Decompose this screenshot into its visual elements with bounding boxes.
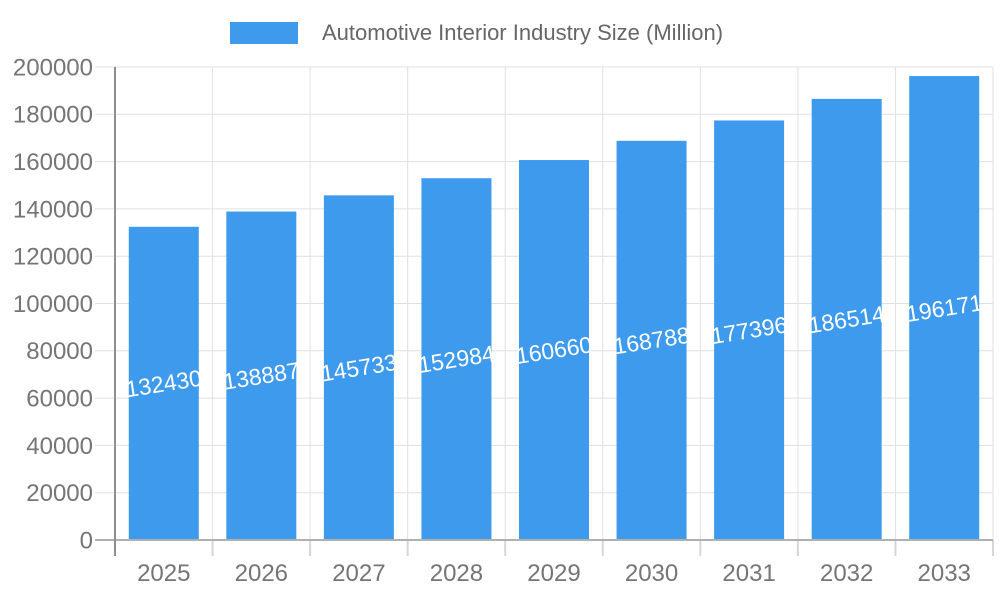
y-tick-label: 40000 [26, 433, 93, 460]
bar-2032[interactable] [811, 98, 882, 541]
bar-2031[interactable] [714, 120, 785, 540]
y-tick-label: 80000 [26, 338, 93, 365]
x-tick-label: 2027 [332, 560, 385, 587]
y-tick-label: 0 [80, 527, 93, 554]
y-tick-label: 120000 [13, 244, 93, 271]
y-tick-label: 200000 [13, 54, 93, 81]
legend: Automotive Interior Industry Size (Milli… [230, 20, 724, 45]
y-tick-label: 20000 [26, 480, 93, 507]
bar-2029[interactable] [519, 160, 589, 540]
x-tick-label: 2028 [430, 560, 483, 587]
bar-2030[interactable] [616, 140, 687, 540]
bar-2026[interactable] [226, 211, 297, 541]
y-tick-label: 140000 [13, 196, 93, 223]
x-tick-label: 2032 [820, 560, 873, 587]
bar-2033[interactable] [909, 76, 980, 540]
y-tick-label: 180000 [13, 102, 93, 129]
x-tick-label: 2031 [722, 560, 775, 587]
y-tick-label: 160000 [13, 149, 93, 176]
x-tick-label: 2025 [137, 560, 190, 587]
x-tick-label: 2030 [625, 560, 678, 587]
y-tick-label: 60000 [26, 386, 93, 413]
legend-label: Automotive Interior Industry Size (Milli… [322, 20, 724, 45]
x-tick-label: 2029 [527, 560, 580, 587]
x-tick-label: 2033 [918, 560, 971, 587]
bar-2025[interactable] [128, 226, 199, 541]
y-tick-label: 100000 [13, 291, 93, 318]
x-tick-label: 2026 [235, 560, 288, 587]
bar-2028[interactable] [421, 178, 492, 540]
bar-2027[interactable] [323, 195, 394, 540]
legend-swatch [230, 22, 298, 44]
